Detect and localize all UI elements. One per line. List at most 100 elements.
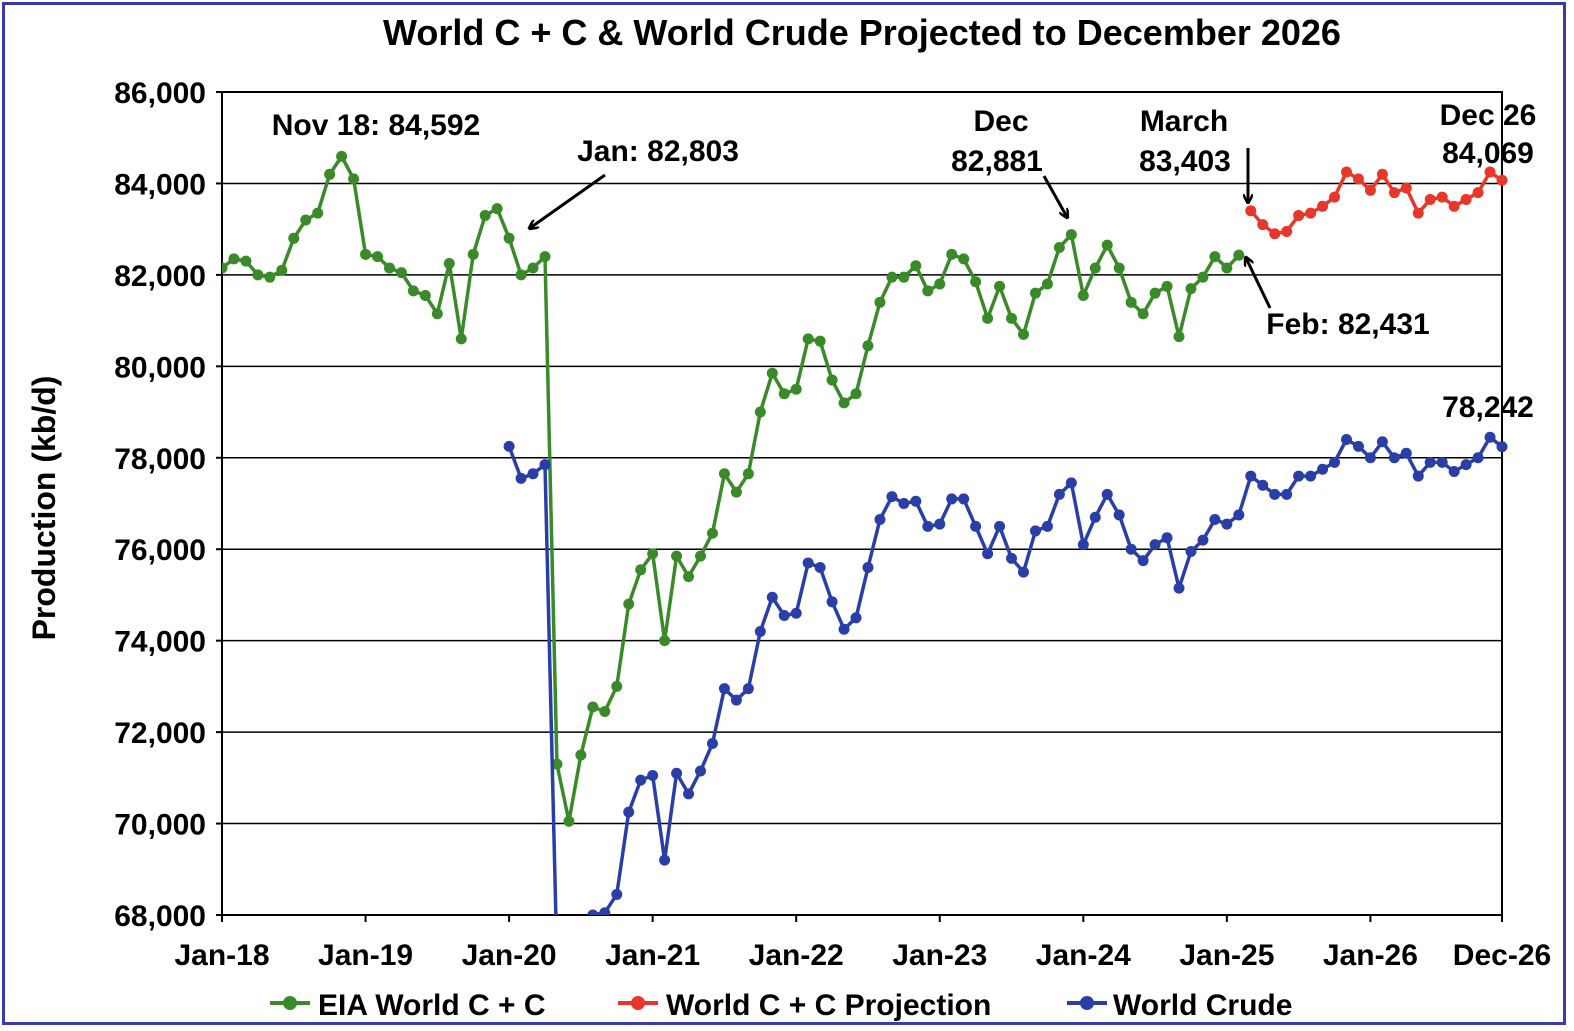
data-point: [1149, 539, 1161, 551]
data-point: [635, 564, 647, 576]
data-point: [623, 806, 635, 818]
data-point: [312, 207, 324, 219]
data-point: [1376, 436, 1388, 448]
annotation-label: Nov 18: 84,592: [272, 109, 480, 142]
data-point: [1484, 431, 1496, 443]
plot-area: [221, 91, 1503, 916]
x-tick-label: Jan-24: [1036, 939, 1131, 972]
data-point: [1448, 200, 1460, 212]
x-tick-label: Jan-19: [318, 939, 413, 972]
data-point: [1317, 463, 1329, 475]
data-point: [1041, 278, 1053, 290]
data-point: [730, 486, 742, 498]
data-point: [455, 333, 467, 345]
data-point: [766, 591, 778, 603]
data-point: [336, 150, 348, 162]
series-layer: [222, 150, 1508, 915]
data-point: [1329, 191, 1341, 203]
y-axis-label: Production (kb/d): [26, 376, 62, 641]
data-point: [1269, 488, 1281, 500]
data-point: [599, 907, 611, 915]
data-point: [1388, 187, 1400, 199]
data-point: [659, 635, 671, 647]
y-axis: 68,000 70,000 72,000 74,000 76,000 78,000 80,0…: [114, 77, 222, 933]
data-point: [1269, 228, 1281, 240]
y-tick-label: 80,000: [114, 351, 206, 384]
data-point: [228, 253, 240, 265]
data-point: [1077, 539, 1089, 551]
data-point: [742, 468, 754, 480]
data-point: [1209, 514, 1221, 526]
data-point: [1257, 479, 1269, 491]
data-point: [575, 749, 587, 761]
y-tick-label: 68,000: [114, 900, 206, 933]
data-point: [1029, 287, 1041, 299]
annotation-label: March: [1140, 105, 1228, 138]
data-point: [1017, 566, 1029, 578]
data-point: [1053, 241, 1065, 253]
data-point: [1185, 546, 1197, 558]
data-point: [1053, 488, 1065, 500]
annotation-label: 83,403: [1139, 145, 1231, 178]
data-point: [994, 280, 1006, 292]
data-point: [754, 406, 766, 418]
data-point: [1161, 280, 1173, 292]
data-point: [898, 498, 910, 509]
data-point: [1197, 534, 1209, 546]
data-point: [539, 459, 551, 471]
data-point: [1137, 555, 1149, 567]
data-point: [874, 514, 886, 526]
data-point: [1376, 168, 1388, 180]
data-point: [1472, 452, 1484, 464]
data-point: [946, 493, 958, 505]
data-point: [1077, 289, 1089, 301]
data-point: [1281, 225, 1293, 237]
data-point: [1221, 262, 1233, 274]
data-point: [324, 168, 336, 180]
data-point: [1305, 207, 1317, 219]
series-line: [507, 435, 1504, 915]
annotation-label: 78,242: [1442, 391, 1534, 424]
data-point: [1293, 209, 1305, 221]
data-point: [479, 209, 491, 221]
data-point: [910, 260, 922, 272]
x-tick-label: Jan-20: [462, 939, 557, 972]
x-tick-label: Jan-21: [605, 939, 700, 972]
data-point: [695, 550, 707, 562]
data-point: [1065, 229, 1077, 241]
data-point: [563, 815, 575, 827]
data-point: [850, 388, 862, 400]
data-point: [611, 680, 623, 692]
data-point: [1317, 200, 1329, 212]
y-tick-label: 86,000: [114, 77, 206, 110]
data-point: [1017, 328, 1029, 340]
data-point: [706, 527, 718, 539]
data-point: [647, 548, 659, 560]
data-point: [671, 550, 683, 562]
data-point: [970, 520, 982, 532]
data-point: [1125, 543, 1137, 555]
data-point: [372, 251, 384, 263]
data-point: [802, 557, 814, 569]
series-line: [1249, 170, 1503, 236]
data-point: [647, 770, 659, 782]
annotation-arrow: [1042, 175, 1067, 217]
data-point: [1352, 173, 1364, 185]
data-point: [862, 340, 874, 352]
data-point: [252, 269, 264, 281]
data-point: [611, 888, 623, 900]
data-point: [958, 493, 970, 505]
data-point: [1233, 249, 1245, 261]
data-point: [1149, 287, 1161, 299]
data-point: [1400, 447, 1412, 459]
data-point: [1388, 452, 1400, 464]
data-point: [982, 312, 994, 324]
data-point: [419, 289, 431, 301]
data-point: [515, 472, 527, 484]
data-point: [934, 518, 946, 530]
y-tick-label: 72,000: [114, 717, 206, 750]
data-point: [1436, 191, 1448, 203]
data-point: [1185, 283, 1197, 295]
data-point: [754, 626, 766, 638]
